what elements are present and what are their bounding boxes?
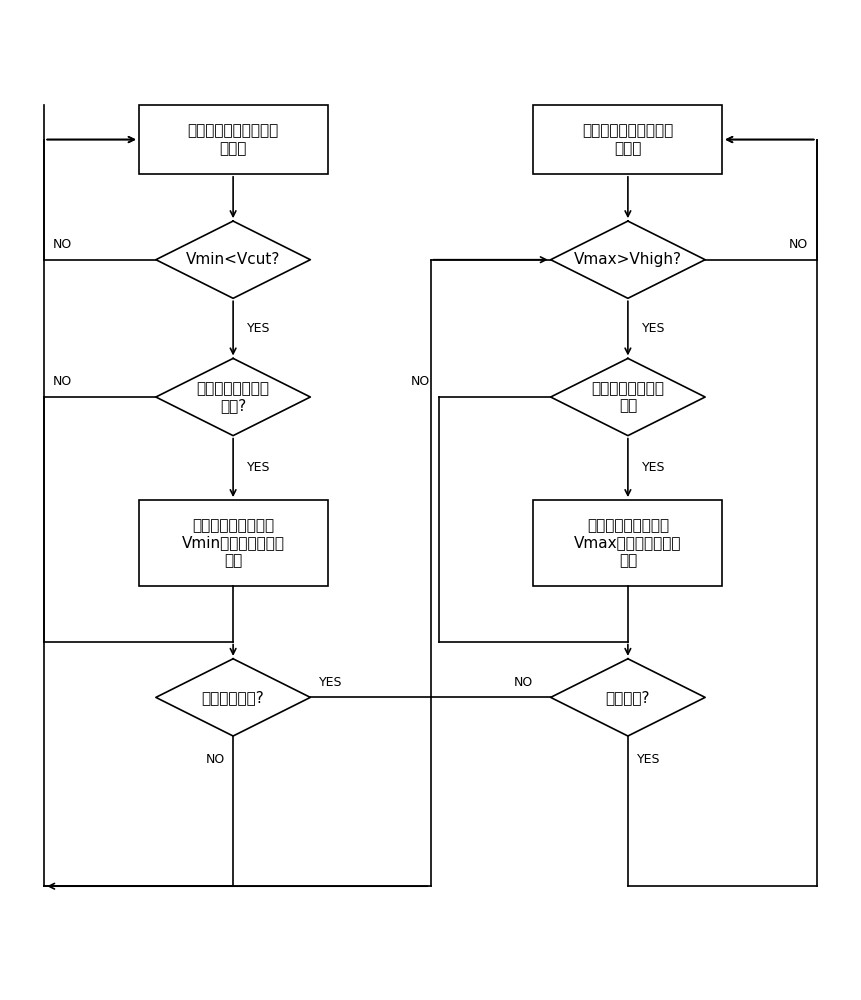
- Text: 电池组电量低?: 电池组电量低?: [201, 690, 264, 705]
- Text: NO: NO: [53, 375, 72, 388]
- Text: NO: NO: [53, 238, 72, 251]
- FancyBboxPatch shape: [139, 105, 327, 174]
- Text: 电池充电，检测单体电
池电压: 电池充电，检测单体电 池电压: [582, 123, 673, 156]
- FancyBboxPatch shape: [534, 105, 722, 174]
- Text: NO: NO: [789, 238, 808, 251]
- FancyBboxPatch shape: [139, 500, 327, 586]
- Text: YES: YES: [636, 753, 660, 766]
- Text: 是否满足充电切除
条件: 是否满足充电切除 条件: [592, 381, 665, 413]
- Text: 电池充满?: 电池充满?: [605, 690, 650, 705]
- Text: 电池放电，检测单体电
池电压: 电池放电，检测单体电 池电压: [188, 123, 279, 156]
- Text: 切掉该节电池，更新
Vmax，保存切除状态
信息: 切掉该节电池，更新 Vmax，保存切除状态 信息: [574, 518, 682, 568]
- Text: YES: YES: [642, 461, 666, 474]
- Text: Vmax>Vhigh?: Vmax>Vhigh?: [574, 252, 682, 267]
- Text: YES: YES: [642, 322, 666, 335]
- Text: NO: NO: [514, 676, 534, 689]
- FancyBboxPatch shape: [534, 500, 722, 586]
- Text: 是否满足放电切除
条件?: 是否满足放电切除 条件?: [196, 381, 269, 413]
- Text: YES: YES: [247, 461, 270, 474]
- Text: 切掉该节电池，更新
Vmin，保存切除状态
信息: 切掉该节电池，更新 Vmin，保存切除状态 信息: [182, 518, 285, 568]
- Text: Vmin<Vcut?: Vmin<Vcut?: [186, 252, 281, 267]
- Text: NO: NO: [205, 753, 225, 766]
- Text: YES: YES: [319, 676, 343, 689]
- Text: YES: YES: [247, 322, 270, 335]
- Text: NO: NO: [412, 375, 430, 388]
